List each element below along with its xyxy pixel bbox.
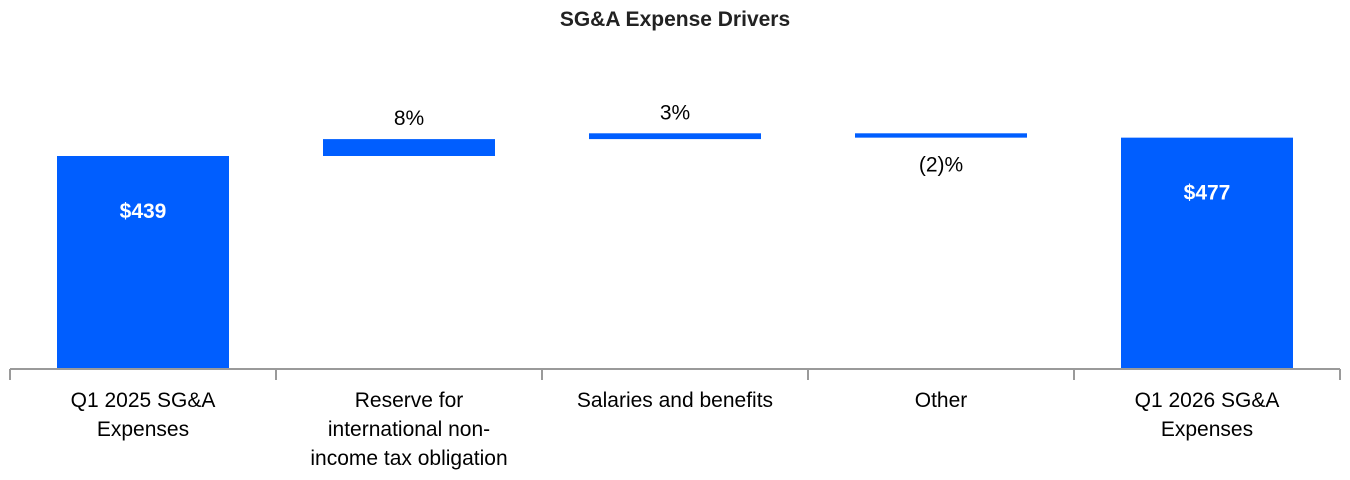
x-axis <box>9 368 1341 380</box>
bar-1 <box>323 139 495 156</box>
bar-2 <box>589 133 761 140</box>
chart-title: SG&A Expense Drivers <box>560 8 790 31</box>
tick-label-4-1: Expenses <box>1161 418 1253 441</box>
tick-label-0-1: Expenses <box>97 418 189 441</box>
tick-label-3-0: Other <box>915 389 968 412</box>
data-label-4: $477 <box>1184 182 1231 205</box>
x-tick-labels: Q1 2025 SG&A Expenses Reserve for internati… <box>71 389 1280 470</box>
tick-label-1-0: Reserve for <box>355 389 464 412</box>
data-label-0: $439 <box>120 200 167 223</box>
data-label-3: (2)% <box>919 154 963 177</box>
bars-group: $439 8% 3% (2)% $477 <box>57 101 1293 368</box>
tick-label-4-0: Q1 2026 SG&A <box>1135 389 1280 412</box>
data-label-2: 3% <box>660 101 690 124</box>
tick-label-2-0: Salaries and benefits <box>577 389 773 412</box>
bar-3 <box>855 133 1027 138</box>
data-label-1: 8% <box>394 107 424 130</box>
bar-4 <box>1121 137 1293 368</box>
tick-label-1-2: income tax obligation <box>310 447 507 470</box>
tick-label-1-1: international non- <box>328 418 490 441</box>
tick-label-0-0: Q1 2025 SG&A <box>71 389 216 412</box>
bar-0 <box>57 156 229 368</box>
